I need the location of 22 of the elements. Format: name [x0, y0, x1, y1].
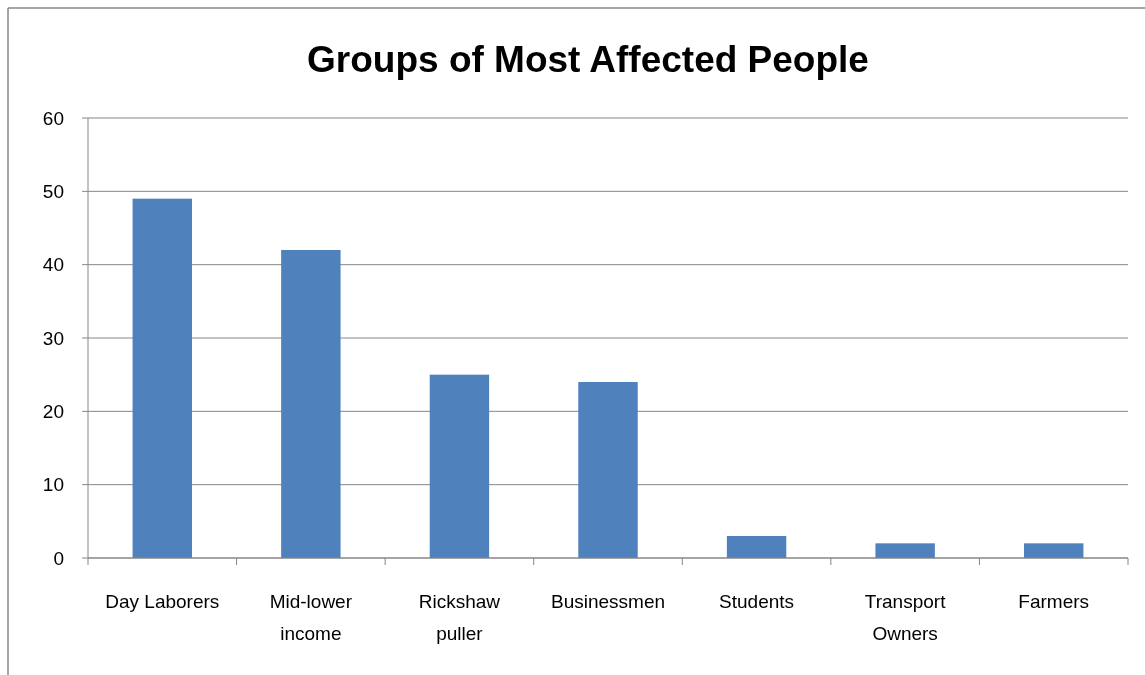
y-tick-label: 20 [42, 400, 64, 422]
y-tick-label: 50 [42, 180, 64, 202]
x-tick-label: Rickshaw puller [418, 591, 501, 644]
y-tick-label: 40 [42, 254, 64, 276]
x-tick-label: Farmers [1018, 591, 1090, 612]
bar [132, 198, 192, 558]
x-tick-label: Day Laborers [105, 591, 220, 612]
y-tick-label: 60 [42, 107, 64, 129]
bar [578, 382, 638, 558]
x-tick-label: Mid-lower income [269, 591, 353, 644]
y-tick-label: 30 [42, 327, 64, 349]
y-tick-label: 10 [42, 474, 64, 496]
chart-title: Groups of Most Affected People [307, 39, 869, 80]
bar [1024, 543, 1084, 558]
bar [726, 536, 787, 558]
x-tick-label: Students [719, 591, 795, 612]
bar [281, 250, 341, 558]
x-tick-label: Businessmen [550, 591, 666, 612]
bar [875, 543, 935, 558]
y-tick-label: 0 [53, 547, 64, 569]
bar [429, 374, 490, 558]
x-tick-label: Transport Owners [864, 591, 947, 644]
